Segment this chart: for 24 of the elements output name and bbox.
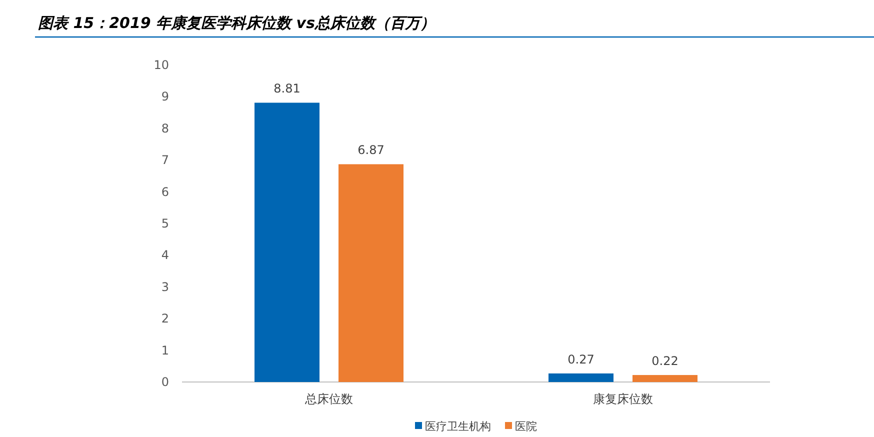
y-tick-label: 1 — [161, 343, 169, 358]
x-tick-label: 总床位数 — [304, 392, 353, 406]
data-label: 0.27 — [568, 352, 594, 366]
title: 图表 15：2019 年康复医学科床位数 vs总床位数（百万） — [38, 14, 435, 32]
data-label: 6.87 — [358, 143, 384, 158]
y-tick-label: 2 — [161, 312, 169, 326]
x-tick-label: 康复床位数 — [593, 392, 653, 406]
y-tick-label: 8 — [161, 121, 169, 136]
bar — [254, 102, 320, 382]
y-tick-label: 9 — [161, 90, 169, 104]
data-label: 8.81 — [274, 82, 300, 96]
y-tick-label: 0 — [161, 375, 169, 389]
legend-label: 医院 — [515, 420, 537, 433]
y-tick-label: 4 — [161, 248, 169, 262]
bar — [338, 164, 404, 382]
bar — [632, 375, 698, 382]
y-tick-label: 5 — [161, 216, 169, 230]
y-tick-label: 3 — [161, 280, 169, 294]
y-tick-label: 6 — [161, 184, 169, 199]
legend-label: 医疗卫生机构 — [425, 420, 491, 433]
y-tick-label: 7 — [161, 153, 169, 168]
data-label: 0.22 — [652, 354, 678, 368]
bar — [548, 373, 614, 382]
y-tick-label: 10 — [154, 58, 169, 72]
